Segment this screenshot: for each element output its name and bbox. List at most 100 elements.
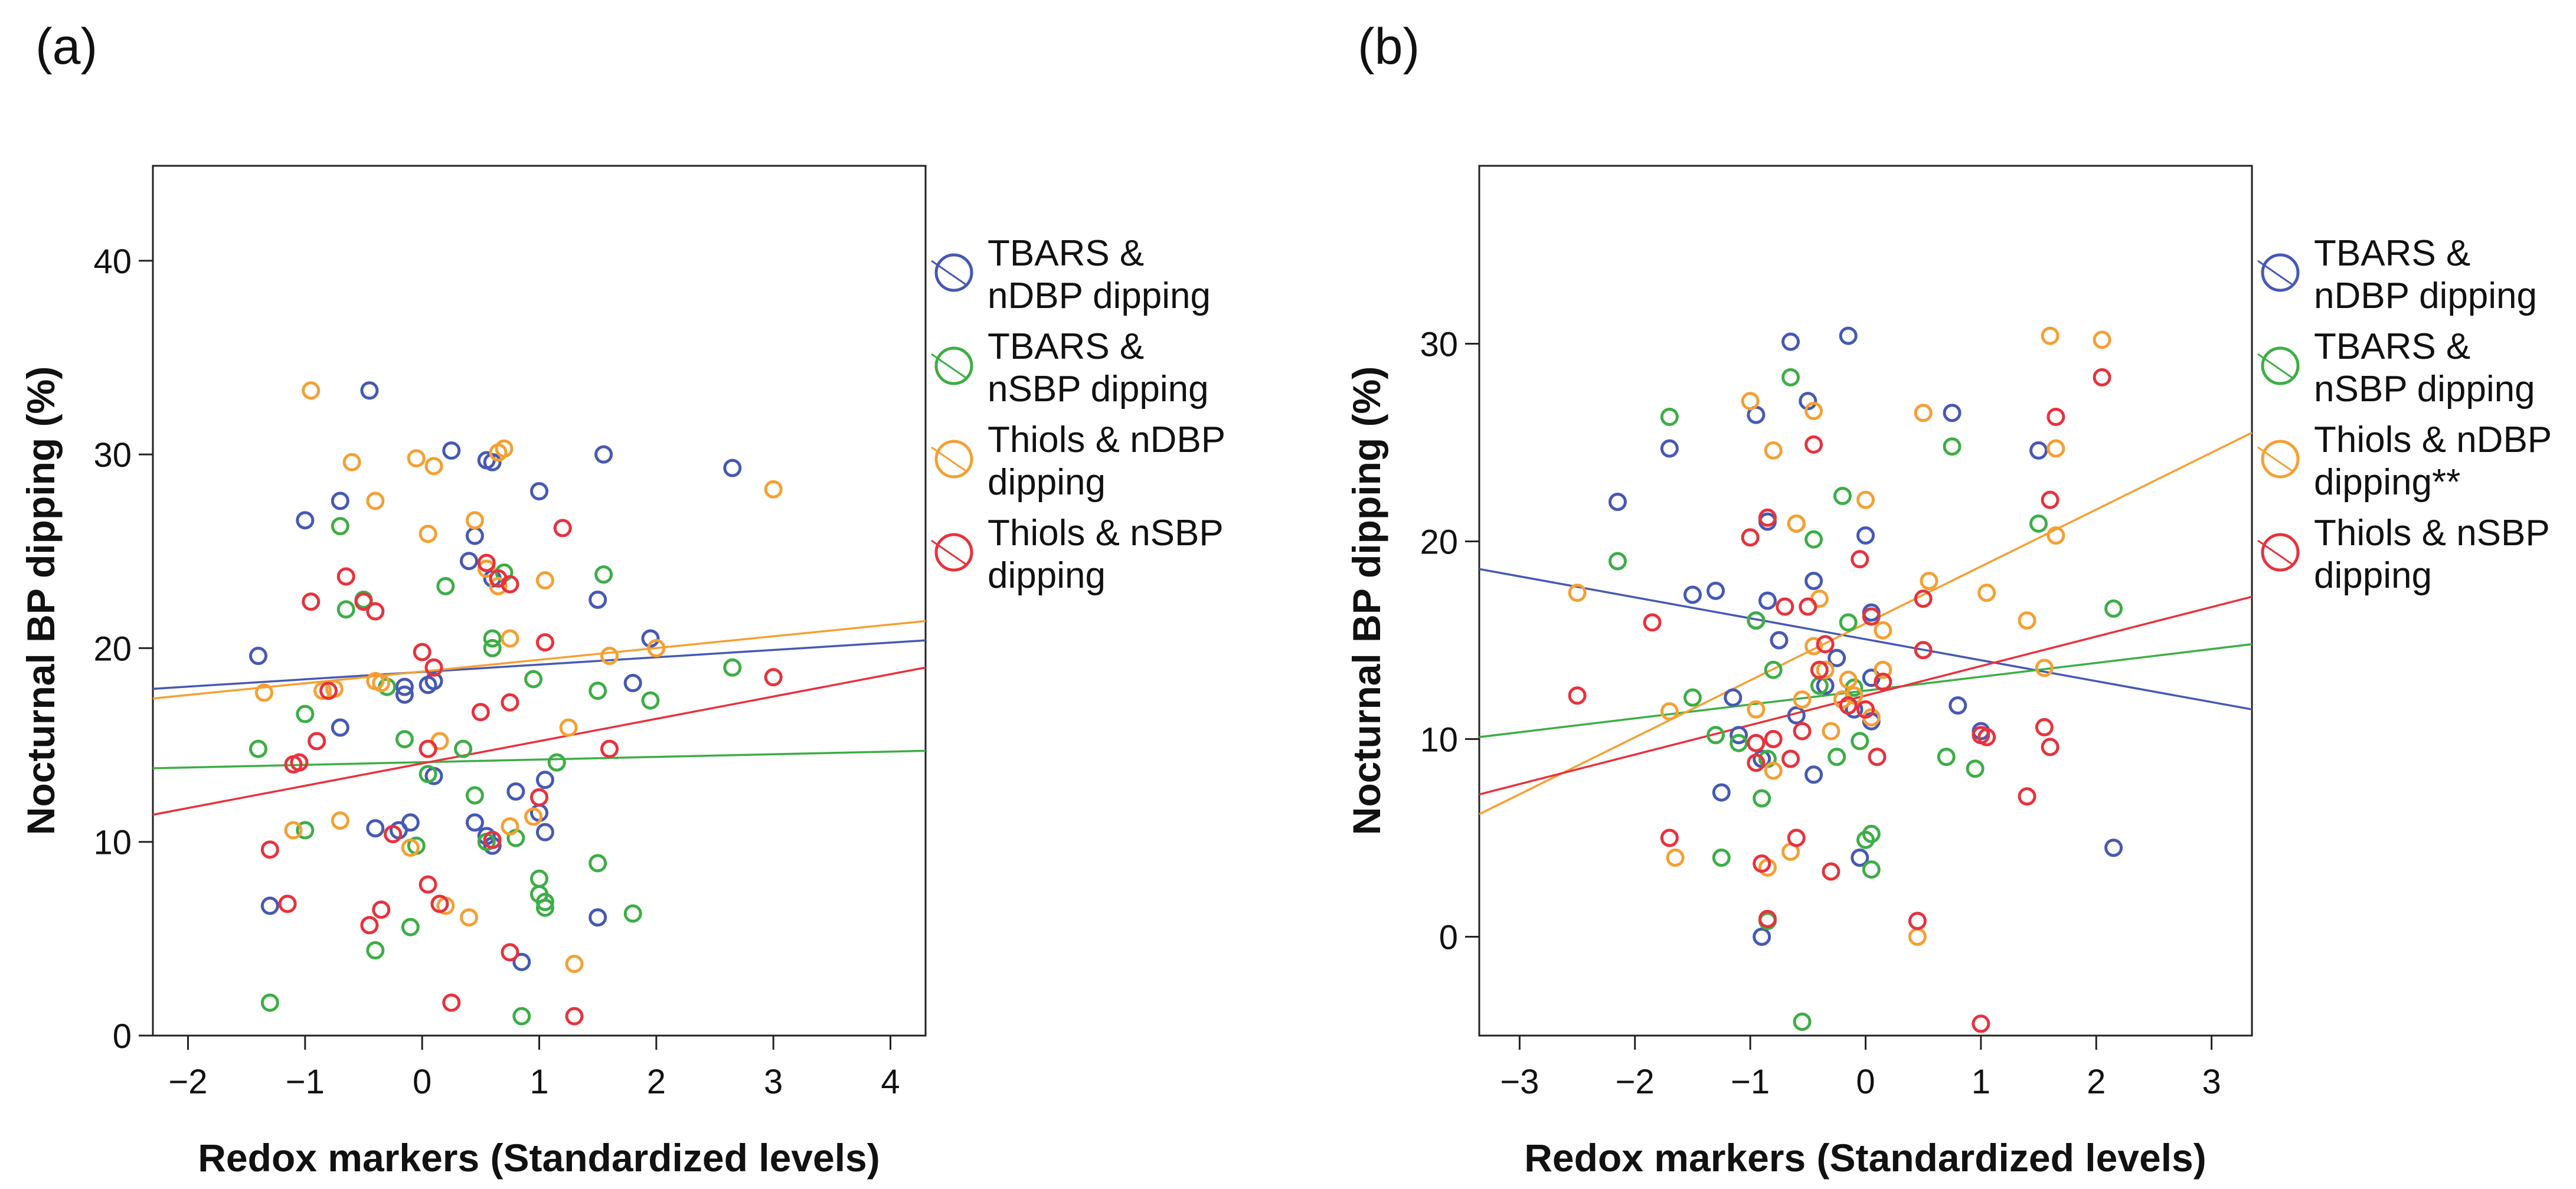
data-point-red (419, 739, 437, 758)
data-point-red (442, 993, 461, 1012)
data-point-blue (360, 381, 379, 400)
x-tick-label: 2 (2087, 1063, 2106, 1101)
legend-label: nSBP dipping (988, 369, 1209, 410)
data-point-orange (1568, 584, 1587, 602)
x-tick-label: −1 (286, 1063, 325, 1101)
data-point-green (1828, 748, 1846, 767)
data-point-green (336, 600, 355, 619)
data-point-green (249, 739, 267, 758)
data-point-blue (512, 952, 531, 971)
data-point-green (1851, 732, 1869, 751)
data-point-red (1758, 508, 1777, 527)
data-point-red (1816, 635, 1835, 654)
data-point-orange (495, 439, 514, 458)
data-point-orange (401, 838, 420, 857)
data-point-orange (407, 449, 426, 468)
legend-label: Thiols & nDBP (988, 420, 1225, 460)
data-point-green (331, 517, 349, 536)
data-point-blue (1799, 392, 1817, 411)
panel-a-fit-lines (152, 620, 926, 816)
data-point-blue (366, 819, 385, 838)
data-point-orange (647, 638, 666, 657)
data-point-red (1747, 733, 1766, 752)
data-point-orange (501, 629, 519, 648)
data-point-blue (395, 677, 414, 696)
data-point-orange (1856, 490, 1875, 509)
x-tick-label: −3 (1500, 1063, 1539, 1101)
data-point-orange (1764, 761, 1783, 780)
fit-line-green (1479, 643, 2253, 738)
data-point-red (1643, 613, 1662, 632)
data-point-red (1972, 1014, 1990, 1033)
data-point-green (1608, 552, 1627, 571)
data-point-blue (424, 672, 443, 690)
legend-label: dipping (988, 462, 1106, 503)
legend-label: nSBP dipping (2314, 369, 2535, 410)
data-point-red (1839, 696, 1858, 715)
x-tick-label: −1 (1731, 1063, 1770, 1101)
data-point-red (372, 900, 391, 919)
data-point-red (1804, 435, 1823, 454)
data-point-red (430, 895, 449, 913)
data-point-blue (331, 718, 349, 737)
data-point-blue (1707, 581, 1725, 600)
y-tick-label: 30 (1420, 326, 1458, 364)
y-tick-label: 40 (93, 243, 132, 281)
data-point-orange (313, 682, 332, 700)
panel-a-x-axis: −2 −1 0 1 2 3 4 (168, 1036, 900, 1101)
data-point-blue (1839, 326, 1858, 345)
data-point-red (1862, 607, 1881, 626)
data-point-red (2035, 718, 2054, 736)
data-point-red (1914, 589, 1933, 608)
data-point-blue (589, 590, 607, 609)
data-point-red (2047, 407, 2065, 426)
y-tick-label: 20 (1420, 523, 1458, 562)
data-point-red (1810, 660, 1829, 679)
data-point-orange (524, 807, 543, 826)
data-point-blue (1781, 332, 1800, 351)
data-point-green (1764, 660, 1783, 679)
fit-line-orange (152, 620, 926, 700)
data-point-blue (1758, 591, 1777, 610)
data-point-red (535, 633, 554, 652)
data-point-blue (395, 685, 414, 704)
data-point-red (260, 840, 279, 859)
panel-a-points (249, 381, 783, 1026)
data-point-blue (1770, 631, 1789, 650)
data-point-blue (1851, 849, 1869, 867)
data-point-green (641, 691, 660, 710)
data-point-blue (465, 813, 484, 832)
data-point-green (1862, 824, 1881, 843)
data-point-green (436, 577, 455, 595)
data-point-blue (623, 674, 642, 693)
data-point-green (547, 753, 566, 772)
data-point-green (589, 854, 607, 873)
data-point-orange (1660, 702, 1679, 721)
data-point-green (1753, 789, 1771, 808)
legend-label: dipping** (2314, 462, 2460, 503)
data-point-red (600, 739, 619, 758)
data-point-red (354, 592, 373, 611)
data-point-orange (1747, 700, 1766, 719)
data-point-red (483, 830, 502, 849)
data-point-orange (1874, 660, 1892, 679)
data-point-green (1793, 1013, 1812, 1031)
data-point-red (501, 943, 519, 962)
data-point-red (1764, 730, 1783, 748)
data-point-orange (284, 821, 303, 840)
legend-label: nDBP dipping (988, 276, 1211, 316)
x-tick-label: 0 (413, 1063, 431, 1101)
legend-label: TBARS & (988, 326, 1144, 367)
data-point-green (1730, 733, 1748, 752)
data-point-orange (419, 525, 437, 543)
data-point-blue (1724, 688, 1743, 707)
data-point-orange (2093, 330, 2111, 349)
fit-line-blue (152, 639, 926, 690)
data-point-orange (1914, 404, 1933, 422)
data-point-orange (1764, 441, 1783, 460)
data-point-green (2104, 599, 2123, 618)
x-tick-label: −2 (168, 1063, 207, 1101)
x-tick-label: −2 (1616, 1063, 1655, 1101)
data-point-blue (442, 441, 461, 460)
